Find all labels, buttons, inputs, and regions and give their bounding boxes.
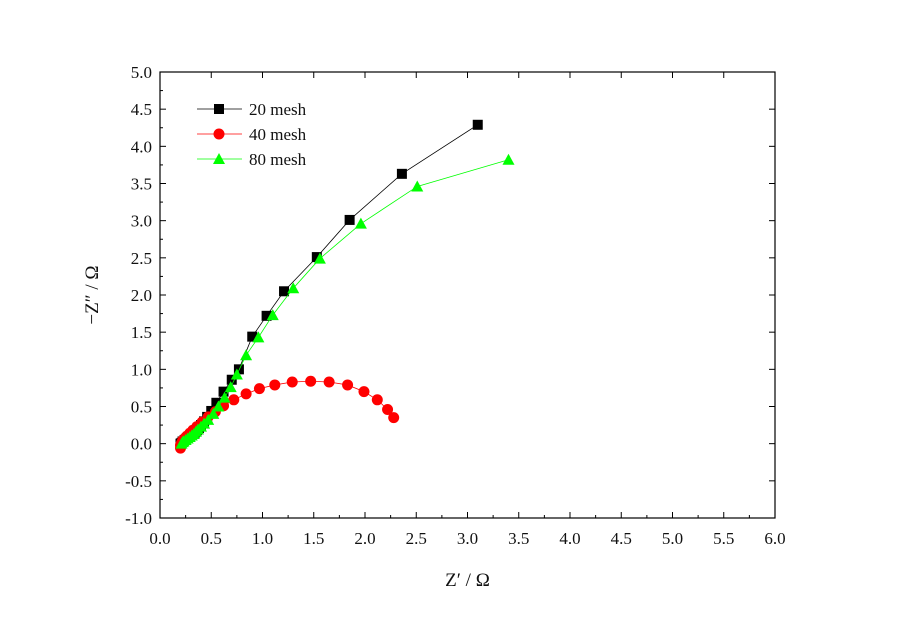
tick-labels: 0.0 0.5 1.0 1.5 2.0 2.5 3.0 3.5 4.0 4.5 5.0 5.5 6.0 -… bbox=[125, 63, 786, 548]
data-point bbox=[261, 310, 272, 321]
y-tick-label: 0.0 bbox=[131, 435, 152, 454]
y-tick-label: 4.5 bbox=[131, 100, 152, 119]
x-tick-label: 3.0 bbox=[457, 529, 478, 548]
data-point bbox=[230, 368, 243, 380]
data-point bbox=[211, 397, 222, 408]
y-axis-label: −Z″ / Ω bbox=[82, 265, 103, 324]
x-tick-label: 4.0 bbox=[559, 529, 580, 548]
data-point bbox=[371, 394, 383, 406]
data-point bbox=[305, 375, 317, 387]
x-tick-label: 4.5 bbox=[611, 529, 632, 548]
data-point bbox=[396, 168, 407, 179]
x-tick-label: 5.5 bbox=[713, 529, 734, 548]
x-tick-label: 2.5 bbox=[406, 529, 427, 548]
x-tick-label: 5.0 bbox=[662, 529, 683, 548]
y-tick-label: -1.0 bbox=[125, 509, 152, 528]
data-point bbox=[252, 331, 265, 343]
data-point bbox=[218, 391, 231, 403]
data-point bbox=[247, 331, 258, 342]
legend-marker bbox=[214, 104, 224, 114]
data-point bbox=[279, 286, 290, 297]
data-point bbox=[240, 349, 253, 361]
data-point bbox=[502, 153, 515, 165]
data-point bbox=[342, 379, 354, 391]
data-point bbox=[228, 394, 240, 406]
legend-marker bbox=[213, 128, 225, 140]
series-80-mesh bbox=[175, 153, 515, 449]
legend: 20 mesh 40 mesh 80 mesh bbox=[197, 100, 307, 169]
x-tick-label: 1.5 bbox=[303, 529, 324, 548]
data-point bbox=[253, 383, 265, 395]
data-point bbox=[207, 407, 220, 419]
data-point bbox=[202, 413, 215, 425]
x-tick-label: 1.0 bbox=[252, 529, 273, 548]
y-tick-label: 3.0 bbox=[131, 212, 152, 231]
y-tick-label: 2.0 bbox=[131, 286, 152, 305]
data-point bbox=[472, 119, 483, 130]
data-point bbox=[358, 386, 370, 398]
data-point bbox=[344, 214, 355, 225]
y-tick-label: 3.5 bbox=[131, 175, 152, 194]
data-point bbox=[411, 180, 424, 192]
y-tick-label: 1.0 bbox=[131, 360, 152, 379]
x-tick-label: 2.0 bbox=[354, 529, 375, 548]
legend-entry: 40 mesh bbox=[197, 125, 307, 144]
data-point bbox=[240, 388, 252, 400]
x-tick-label: 6.0 bbox=[764, 529, 785, 548]
y-tick-label: 0.5 bbox=[131, 398, 152, 417]
data-series bbox=[175, 119, 515, 454]
legend-entry: 20 mesh bbox=[197, 100, 307, 119]
data-point bbox=[269, 379, 281, 391]
data-point bbox=[286, 376, 298, 388]
series-40-mesh bbox=[175, 375, 400, 454]
data-point bbox=[313, 252, 326, 264]
y-tick-label: -0.5 bbox=[125, 472, 152, 491]
data-point bbox=[323, 376, 335, 388]
data-point bbox=[218, 386, 229, 397]
data-point bbox=[266, 309, 279, 321]
legend-label: 40 mesh bbox=[249, 125, 307, 144]
legend-entry: 80 mesh bbox=[197, 150, 307, 169]
y-tick-label: 1.5 bbox=[131, 323, 152, 342]
data-point bbox=[212, 400, 225, 412]
axis-ticks bbox=[159, 71, 776, 519]
data-point bbox=[224, 381, 237, 393]
data-point bbox=[226, 374, 237, 385]
legend-marker bbox=[213, 153, 225, 164]
x-tick-label: 3.5 bbox=[508, 529, 529, 548]
x-axis-label: Z′ / Ω bbox=[445, 570, 490, 591]
data-point bbox=[311, 252, 322, 263]
y-tick-label: 2.5 bbox=[131, 249, 152, 268]
x-tick-label: 0.0 bbox=[149, 529, 170, 548]
y-tick-label: 4.0 bbox=[131, 137, 152, 156]
legend-label: 20 mesh bbox=[249, 100, 307, 119]
x-tick-label: 0.5 bbox=[201, 529, 222, 548]
data-point bbox=[388, 412, 400, 424]
data-point bbox=[382, 403, 394, 415]
legend-label: 80 mesh bbox=[249, 150, 307, 169]
y-tick-label: 5.0 bbox=[131, 63, 152, 82]
data-point bbox=[287, 282, 300, 294]
data-point bbox=[354, 217, 367, 229]
